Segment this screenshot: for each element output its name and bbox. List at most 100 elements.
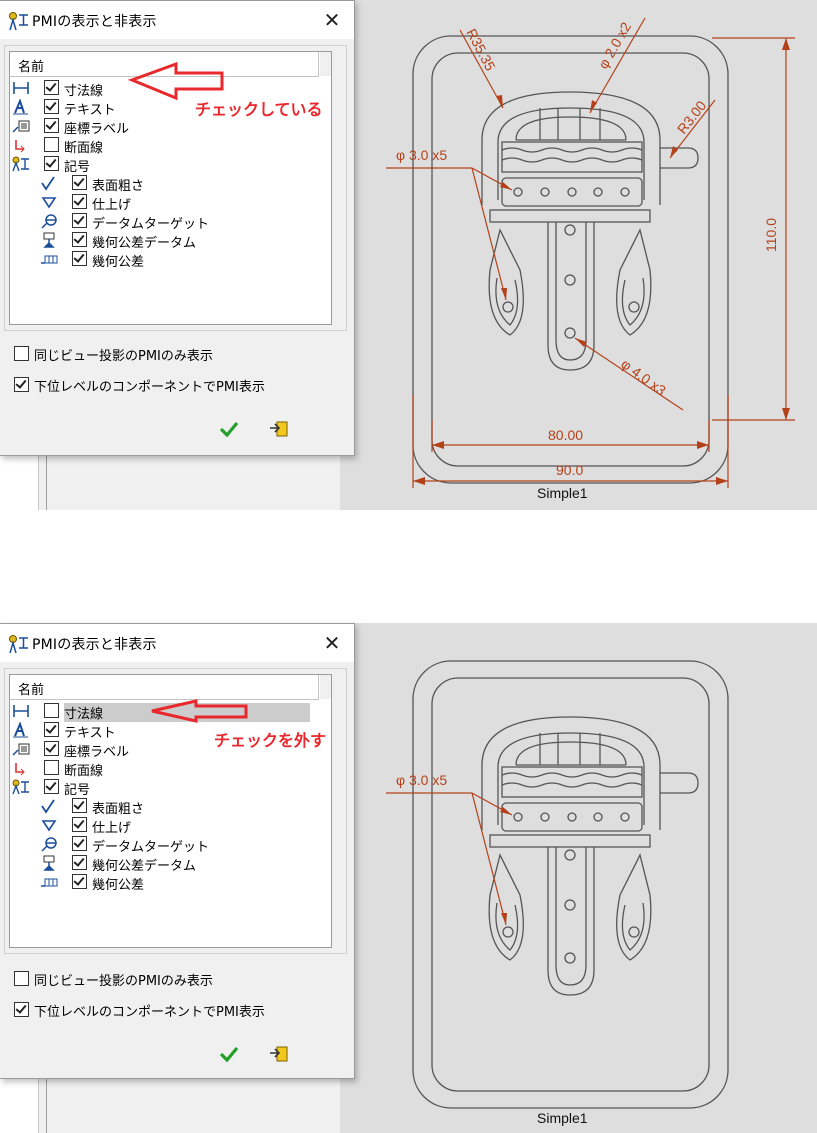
tree-item-label: 幾何公差	[92, 255, 145, 270]
annotation-text: チェックしている	[195, 100, 323, 119]
background-divider	[38, 1078, 39, 1133]
tree-item-gdt[interactable]: 幾何公差	[10, 250, 315, 270]
tree-item-symbol[interactable]: 記号	[10, 778, 315, 798]
check-icon	[219, 1046, 239, 1063]
pmi-tree[interactable]: 名前 寸法線 テキスト 座標ラベル 断面線	[9, 674, 332, 948]
tree-item-coordinate-label[interactable]: 座標ラベル	[10, 117, 315, 137]
tree-item-finish[interactable]: 仕上げ	[10, 193, 315, 213]
part-drawing: R35.35 φ 2.0 x2 R3.00 φ 3.0 x5 110.0 φ 4…	[386, 17, 795, 488]
tree-item-gdt-datum[interactable]: 幾何公差データム	[10, 854, 315, 874]
part-drawing: φ 3.0 x5	[386, 660, 729, 1109]
tree-item-section-line[interactable]: 断面線	[10, 759, 315, 779]
symbol-icon	[12, 156, 29, 172]
background-strip	[38, 1078, 340, 1133]
cancel-icon	[270, 1046, 288, 1062]
tree-item-label: テキスト	[64, 726, 116, 741]
tree-item-surface-roughness[interactable]: 表面粗さ	[10, 174, 315, 194]
tree-item-label: テキスト	[64, 103, 116, 118]
dialog-title: PMIの表示と非表示	[32, 637, 157, 653]
gdt-icon	[41, 255, 58, 264]
finish-checkbox[interactable]	[72, 817, 87, 832]
tree-item-label: 幾何公差	[92, 878, 145, 893]
tree-item-datum-target[interactable]: データムターゲット	[10, 212, 315, 232]
finish-checkbox[interactable]	[72, 194, 87, 209]
side-tab	[660, 147, 699, 169]
symbol-checkbox[interactable]	[44, 779, 59, 794]
section-line-icon	[15, 763, 25, 776]
tree-item-label: 幾何公差データム	[92, 859, 197, 874]
symbol-icon	[12, 779, 29, 795]
annotation-arrow	[151, 699, 248, 723]
dim-110: 110.0	[763, 218, 779, 252]
text-checkbox[interactable]	[44, 722, 59, 737]
datum-target-checkbox[interactable]	[72, 836, 87, 851]
tree-item-symbol[interactable]: 記号	[10, 155, 315, 175]
tree-item-gdt[interactable]: 幾何公差	[10, 873, 315, 893]
tree-item-dimension[interactable]: 寸法線	[10, 702, 315, 722]
dimension-checkbox[interactable]	[44, 703, 59, 718]
dimension-checkbox[interactable]	[44, 80, 59, 95]
tree-item-text[interactable]: テキスト	[10, 721, 315, 741]
finish-icon	[41, 197, 57, 209]
tree-item-coordinate-label[interactable]: 座標ラベル	[10, 740, 315, 760]
same-view-checkbox[interactable]	[14, 971, 29, 986]
column-header[interactable]: 名前	[10, 52, 319, 76]
coordinate-label-checkbox[interactable]	[44, 741, 59, 756]
tree-item-label: 寸法線	[64, 703, 310, 722]
surface-roughness-icon	[41, 176, 55, 191]
close-button[interactable]: ✕	[318, 630, 346, 656]
dialog-titlebar[interactable]: PMIの表示と非表示 ✕	[0, 1, 354, 39]
view-label: Simple1	[537, 485, 588, 501]
surface-roughness-checkbox[interactable]	[72, 175, 87, 190]
section-line-icon	[15, 140, 25, 153]
gdt-checkbox[interactable]	[72, 251, 87, 266]
tree-item-label: 記号	[64, 783, 91, 798]
column-header[interactable]: 名前	[10, 675, 319, 699]
tree-item-surface-roughness[interactable]: 表面粗さ	[10, 797, 315, 817]
cancel-button[interactable]	[268, 419, 290, 439]
tree-item-gdt-datum[interactable]: 幾何公差データム	[10, 231, 315, 251]
tree-item-dimension[interactable]: 寸法線	[10, 79, 315, 99]
background-strip	[38, 455, 340, 510]
tree-item-label: データムターゲット	[92, 217, 210, 232]
dim-80: 80.00	[548, 427, 583, 443]
ok-button[interactable]	[218, 419, 240, 439]
pmi-dialog: PMIの表示と非表示 ✕ 名前 寸法線 テキスト 座標ラベル	[0, 0, 355, 456]
section-line-checkbox[interactable]	[44, 137, 59, 152]
dim-phi3: φ 3.0 x5	[396, 772, 447, 788]
surface-roughness-checkbox[interactable]	[72, 798, 87, 813]
gdt-icon	[41, 878, 58, 887]
close-button[interactable]: ✕	[318, 7, 346, 33]
symbol-checkbox[interactable]	[44, 156, 59, 171]
dimension-icon	[13, 705, 29, 717]
lower-level-checkbox[interactable]	[14, 377, 29, 392]
dialog-titlebar[interactable]: PMIの表示と非表示 ✕	[0, 624, 354, 662]
lower-level-checkbox[interactable]	[14, 1002, 29, 1017]
datum-target-checkbox[interactable]	[72, 213, 87, 228]
text-checkbox[interactable]	[44, 99, 59, 114]
same-view-checkbox[interactable]	[14, 346, 29, 361]
coordinate-label-checkbox[interactable]	[44, 118, 59, 133]
buckle-arc-inner	[497, 107, 645, 200]
dim-phi3: φ 3.0 x5	[396, 147, 447, 163]
tree-item-section-line[interactable]: 断面線	[10, 136, 315, 156]
tree-item-datum-target[interactable]: データムターゲット	[10, 835, 315, 855]
tree-item-text[interactable]: テキスト	[10, 98, 315, 118]
tree-item-label: 表面粗さ	[92, 179, 145, 194]
tree-item-label: 幾何公差データム	[92, 236, 197, 251]
section-line-checkbox[interactable]	[44, 760, 59, 775]
annotation-arrow	[127, 61, 224, 101]
coordinate-label-icon	[12, 120, 30, 133]
cancel-button[interactable]	[268, 1044, 290, 1064]
option-label: 下位レベルのコンポーネントでPMI表示	[34, 380, 265, 395]
tree-item-finish[interactable]: 仕上げ	[10, 816, 315, 836]
close-icon: ✕	[323, 8, 341, 32]
ok-button[interactable]	[218, 1044, 240, 1064]
pmi-icon	[9, 635, 28, 654]
gdt-checkbox[interactable]	[72, 874, 87, 889]
dialog-title: PMIの表示と非表示	[32, 14, 157, 30]
gdt-datum-checkbox[interactable]	[72, 855, 87, 870]
tree-item-label: 仕上げ	[92, 198, 132, 213]
finish-icon	[41, 820, 57, 832]
gdt-datum-checkbox[interactable]	[72, 232, 87, 247]
